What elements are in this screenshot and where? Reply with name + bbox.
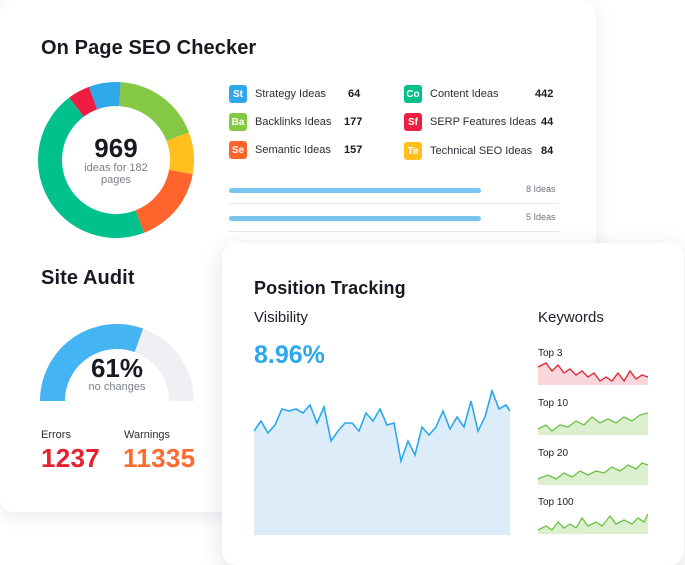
keywords-label: Keywords [538,309,604,326]
errors-value: 1237 [41,443,101,473]
legend-backlinks-ideas[interactable]: Ba Backlinks Ideas [229,112,331,132]
sparkline-area [538,463,648,485]
legend-technical-seo-ideas[interactable]: Te Technical SEO Ideas [404,141,532,161]
legend-label: SERP Features Ideas [430,116,537,128]
divider [229,231,559,232]
donut-svg [37,82,194,238]
gauge-center: 61% no changes [40,355,194,393]
legend-serp-features-ideas[interactable]: Sf SERP Features Ideas [404,112,536,132]
keyword-top20-label: Top 20 [538,448,569,459]
visibility-chart [254,388,510,535]
legend-label: Semantic Ideas [255,144,331,156]
legend-value: 44 [541,116,554,128]
ideas-bar [229,188,481,193]
legend-label: Backlinks Ideas [255,116,332,128]
visibility-area [254,391,510,535]
technical-badge: Te [404,142,422,160]
legend-value: 177 [344,116,363,128]
legend-value: 442 [535,88,554,100]
serp-badge: Sf [404,113,422,131]
donut-segment-co[interactable] [37,97,145,238]
audit-subtitle: no changes [88,381,146,393]
legend-value: 84 [541,145,554,157]
audit-percent: 61% [90,353,144,383]
legend-value: 64 [348,88,361,100]
content-badge: Co [404,85,422,103]
donut-segment-st[interactable] [88,82,121,110]
donut-segment-sf[interactable] [69,86,98,117]
legend-label: Content Ideas [430,88,499,100]
donut-segment-te[interactable] [166,132,194,175]
donut-center: 969 ideas for 182 pages [38,82,194,238]
gauge-fill [40,324,144,401]
keyword-top3-label: Top 3 [538,348,563,359]
ideas-donut-chart: 969 ideas for 182 pages [37,82,194,238]
ideas-bar-label: 5 Ideas [526,212,556,222]
warnings-label: Warnings [124,429,171,441]
donut-segment-se[interactable] [135,169,193,233]
errors-label: Errors [41,429,71,441]
keyword-top100-sparkline [538,513,648,534]
keyword-top10-label: Top 10 [538,398,569,409]
position-tracking-card: Position Tracking Visibility 8.96% Keywo… [222,243,684,565]
legend-value: 157 [344,144,363,156]
sparkline-line [538,412,648,432]
legend-strategy-ideas[interactable]: St Strategy Ideas [229,84,326,104]
gauge-svg [40,324,194,401]
keyword-top3-sparkline [538,362,648,385]
sparkline-line [538,513,648,531]
ideas-subtitle: ideas for 182 pages [84,162,148,186]
legend-label: Technical SEO Ideas [430,145,533,157]
warnings-value: 11335 [123,443,196,473]
audit-gauge: 61% no changes [40,305,194,405]
onpage-title: On Page SEO Checker [41,37,257,59]
legend-label: Strategy Ideas [255,88,326,100]
ideas-bar [229,216,481,221]
legend-content-ideas[interactable]: Co Content Ideas [404,84,499,104]
semantic-badge: Se [229,141,247,159]
sparkline-line [538,362,648,383]
sparkline-area [538,413,648,435]
strategy-badge: St [229,85,247,103]
ideas-bar-label: 8 Ideas [526,184,556,194]
ideas-bar-row: 8 Ideas [229,184,559,198]
visibility-line [254,388,510,465]
visibility-label: Visibility [254,309,308,326]
keyword-top10-sparkline [538,412,648,435]
sparkline-line [538,462,648,480]
keyword-top100-label: Top 100 [538,497,574,508]
visibility-value: 8.96% [254,341,325,369]
backlinks-badge: Ba [229,113,247,131]
legend-semantic-ideas[interactable]: Se Semantic Ideas [229,140,331,160]
divider [229,203,559,204]
donut-segment-ba[interactable] [119,82,189,141]
site-audit-title: Site Audit [41,267,135,289]
keyword-top20-sparkline [538,462,648,485]
ideas-bar-row: 5 Ideas [229,212,559,226]
ideas-total: 969 [94,133,138,163]
position-tracking-title: Position Tracking [254,278,406,298]
